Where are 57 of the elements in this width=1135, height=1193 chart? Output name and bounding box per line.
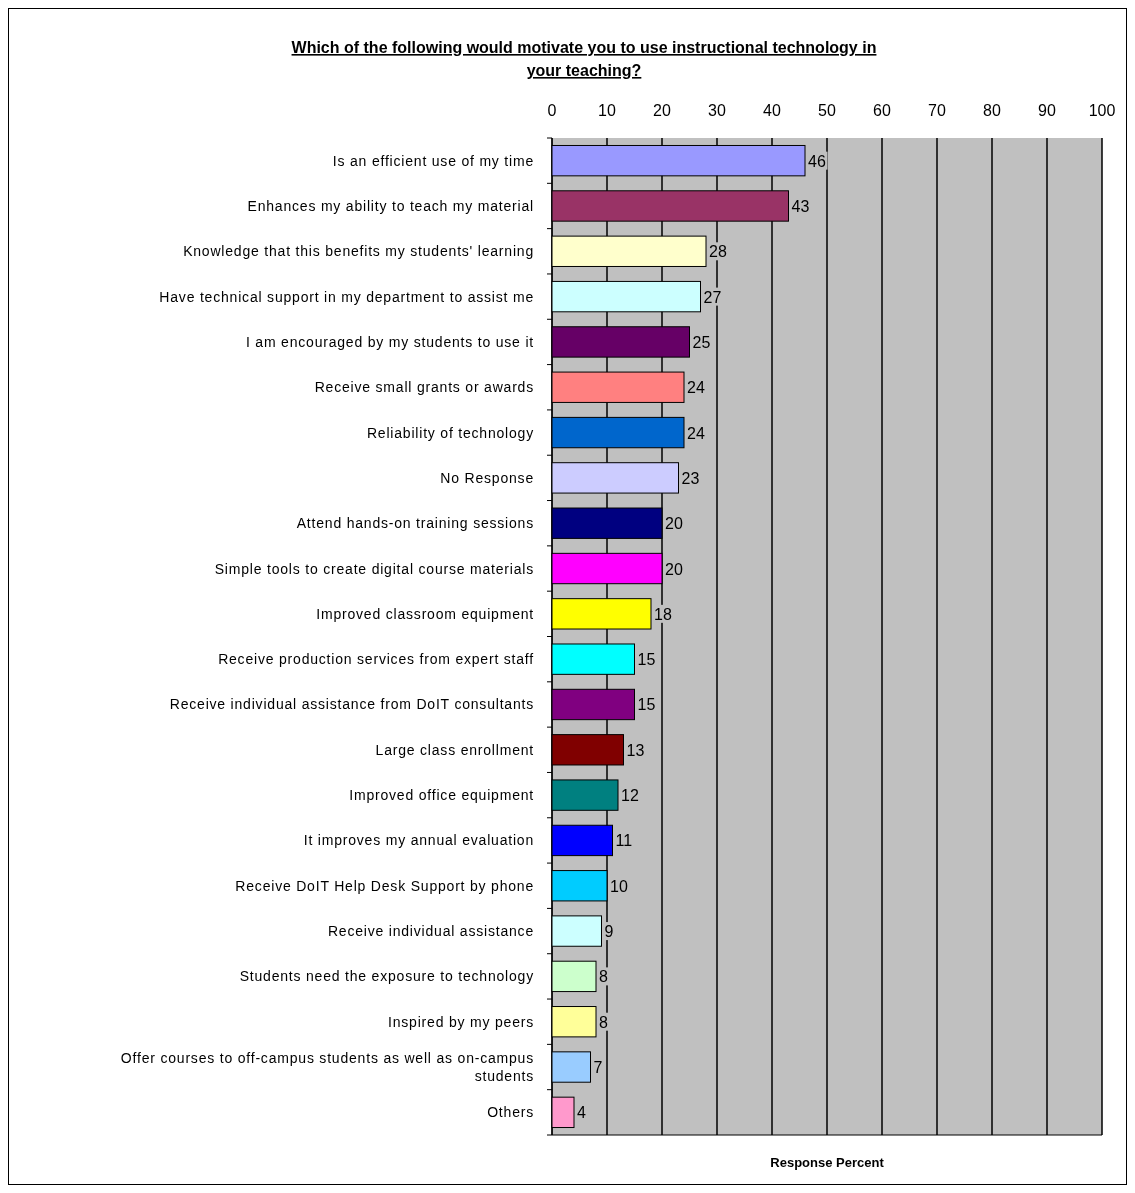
x-tick-label: 20 [653,102,671,119]
y-tick-label: Offer courses to off-campus students as well as on-campus students [120,1050,534,1085]
y-tick-label: Others [487,1104,534,1121]
y-tick-label: Receive production services from expert staff [218,651,534,668]
data-label: 15 [637,651,656,669]
y-tick-label: No Response [440,469,534,486]
data-label: 25 [692,333,711,351]
x-tick-label: 80 [983,102,1001,119]
x-tick-label: 60 [873,102,891,119]
data-label: 4 [577,1104,586,1122]
data-label: 23 [681,469,700,487]
y-tick-label: It improves my annual evaluation [303,832,534,849]
y-tick-label: Attend hands-on training sessions [296,515,534,532]
y-tick-label: Receive DoIT Help Desk Support by phone [235,877,534,894]
data-label: 8 [599,968,608,986]
data-label: 13 [626,741,645,759]
data-label: 11 [615,832,633,850]
data-label: 24 [687,379,705,397]
y-tick-label: Receive small grants or awards [314,379,534,396]
data-label: 10 [610,877,628,895]
data-label: 7 [593,1059,603,1077]
y-tick-label: Simple tools to create digital course materials [214,560,534,577]
data-label: 15 [637,696,656,714]
data-label: 28 [709,243,727,261]
x-tick-label: 50 [818,102,836,119]
y-tick-label: Have technical support in my department to assist me [159,288,534,305]
x-tick-label: 30 [708,102,726,119]
y-tick-label: Receive individual assistance [327,923,534,940]
y-tick-label: Students need the exposure to technology [239,968,534,985]
y-tick-label: Improved classroom equipment [316,605,534,622]
x-tick-label: 70 [928,102,946,119]
x-axis-title: Response Percent [770,1155,885,1170]
x-tick-label: 0 [547,102,557,119]
chart-title: Which of the following would motivate you to use instructional technology in your teaching? [291,39,877,79]
y-tick-label: I am encouraged by my students to use it [245,333,534,350]
data-label: 20 [665,515,683,533]
y-tick-label: Inspired by my peers [388,1013,534,1030]
y-tick-label: Improved office equipment [349,787,534,804]
data-label: 8 [599,1013,608,1031]
data-label: 24 [687,424,705,442]
data-label: 12 [621,787,639,805]
x-tick-label: 40 [763,102,781,119]
y-tick-label: Receive individual assistance from DoIT consultants [169,696,534,713]
x-tick-label: 10 [598,102,616,119]
y-tick-label: Large class enrollment [375,741,534,758]
data-label: 9 [604,923,614,941]
data-label: 46 [808,152,826,170]
y-tick-label: Knowledge that this benefits my students' learning [183,243,534,260]
data-label: 27 [703,288,722,306]
data-label: 43 [791,197,810,215]
y-tick-label: Enhances my ability to teach my material [247,197,534,214]
data-label: 20 [665,560,683,578]
y-tick-label: Reliability of technology [366,424,534,441]
y-tick-label: Is an efficient use of my time [332,152,534,169]
data-label: 18 [654,605,672,623]
x-tick-label: 90 [1038,102,1056,119]
x-tick-label: 100 [1088,102,1116,119]
